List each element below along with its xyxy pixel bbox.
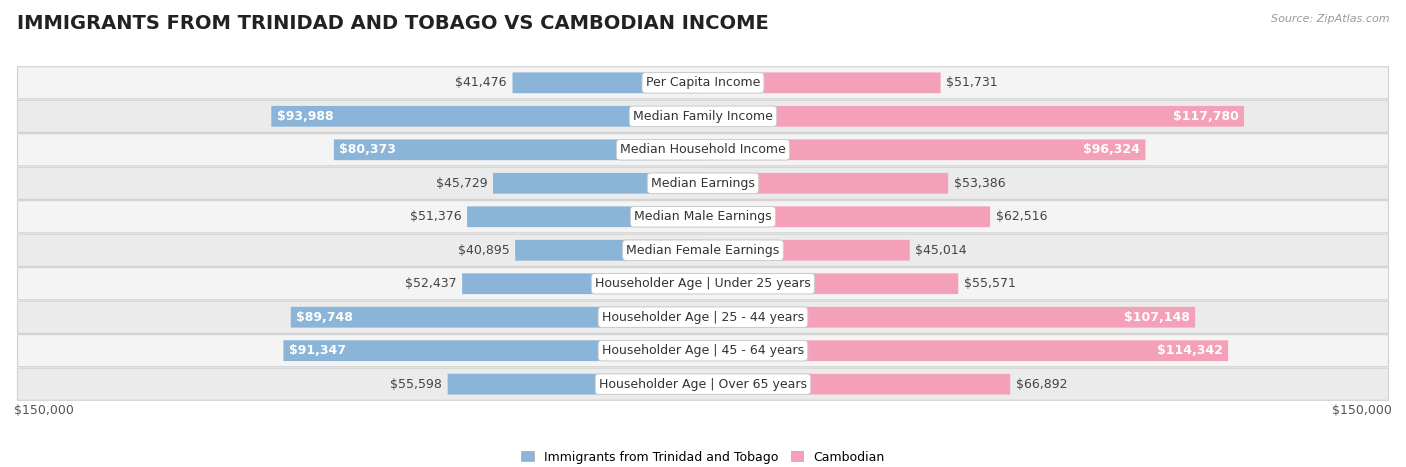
- FancyBboxPatch shape: [703, 374, 1011, 395]
- FancyBboxPatch shape: [17, 268, 1389, 300]
- FancyBboxPatch shape: [703, 340, 1229, 361]
- Text: IMMIGRANTS FROM TRINIDAD AND TOBAGO VS CAMBODIAN INCOME: IMMIGRANTS FROM TRINIDAD AND TOBAGO VS C…: [17, 14, 769, 33]
- Text: $150,000: $150,000: [14, 404, 75, 417]
- Text: Median Household Income: Median Household Income: [620, 143, 786, 156]
- FancyBboxPatch shape: [494, 173, 703, 194]
- Text: $96,324: $96,324: [1083, 143, 1140, 156]
- FancyBboxPatch shape: [17, 234, 1389, 266]
- FancyBboxPatch shape: [284, 340, 703, 361]
- Text: $45,014: $45,014: [915, 244, 967, 257]
- Text: $55,598: $55,598: [391, 378, 441, 391]
- FancyBboxPatch shape: [703, 307, 1195, 327]
- Text: $45,729: $45,729: [436, 177, 488, 190]
- Text: $41,476: $41,476: [456, 76, 508, 89]
- FancyBboxPatch shape: [17, 301, 1389, 333]
- FancyBboxPatch shape: [703, 206, 990, 227]
- Text: Source: ZipAtlas.com: Source: ZipAtlas.com: [1271, 14, 1389, 24]
- FancyBboxPatch shape: [17, 368, 1389, 400]
- FancyBboxPatch shape: [515, 240, 703, 261]
- FancyBboxPatch shape: [703, 140, 1146, 160]
- FancyBboxPatch shape: [463, 273, 703, 294]
- FancyBboxPatch shape: [17, 67, 1389, 99]
- Text: $52,437: $52,437: [405, 277, 457, 290]
- FancyBboxPatch shape: [291, 307, 703, 327]
- Text: $117,780: $117,780: [1173, 110, 1239, 123]
- FancyBboxPatch shape: [17, 134, 1389, 166]
- Text: $150,000: $150,000: [1331, 404, 1392, 417]
- FancyBboxPatch shape: [17, 100, 1389, 132]
- FancyBboxPatch shape: [447, 374, 703, 395]
- Text: $55,571: $55,571: [963, 277, 1015, 290]
- Text: $51,731: $51,731: [946, 76, 998, 89]
- Text: Median Male Earnings: Median Male Earnings: [634, 210, 772, 223]
- FancyBboxPatch shape: [17, 167, 1389, 199]
- FancyBboxPatch shape: [333, 140, 703, 160]
- Text: $114,342: $114,342: [1157, 344, 1223, 357]
- FancyBboxPatch shape: [17, 335, 1389, 367]
- Text: Householder Age | Under 25 years: Householder Age | Under 25 years: [595, 277, 811, 290]
- FancyBboxPatch shape: [703, 273, 959, 294]
- Text: Median Earnings: Median Earnings: [651, 177, 755, 190]
- Text: Median Female Earnings: Median Female Earnings: [627, 244, 779, 257]
- FancyBboxPatch shape: [271, 106, 703, 127]
- Text: $51,376: $51,376: [411, 210, 461, 223]
- Text: $89,748: $89,748: [297, 311, 353, 324]
- FancyBboxPatch shape: [703, 72, 941, 93]
- Text: $40,895: $40,895: [458, 244, 509, 257]
- Text: $91,347: $91,347: [290, 344, 346, 357]
- FancyBboxPatch shape: [703, 106, 1244, 127]
- Text: Median Family Income: Median Family Income: [633, 110, 773, 123]
- Text: Per Capita Income: Per Capita Income: [645, 76, 761, 89]
- Legend: Immigrants from Trinidad and Tobago, Cambodian: Immigrants from Trinidad and Tobago, Cam…: [516, 446, 890, 467]
- Text: $80,373: $80,373: [339, 143, 396, 156]
- FancyBboxPatch shape: [703, 240, 910, 261]
- Text: $93,988: $93,988: [277, 110, 333, 123]
- FancyBboxPatch shape: [17, 201, 1389, 233]
- Text: Householder Age | 25 - 44 years: Householder Age | 25 - 44 years: [602, 311, 804, 324]
- FancyBboxPatch shape: [467, 206, 703, 227]
- FancyBboxPatch shape: [513, 72, 703, 93]
- Text: $107,148: $107,148: [1123, 311, 1189, 324]
- Text: Householder Age | 45 - 64 years: Householder Age | 45 - 64 years: [602, 344, 804, 357]
- Text: $53,386: $53,386: [953, 177, 1005, 190]
- Text: Householder Age | Over 65 years: Householder Age | Over 65 years: [599, 378, 807, 391]
- Text: $62,516: $62,516: [995, 210, 1047, 223]
- Text: $66,892: $66,892: [1015, 378, 1067, 391]
- FancyBboxPatch shape: [703, 173, 948, 194]
